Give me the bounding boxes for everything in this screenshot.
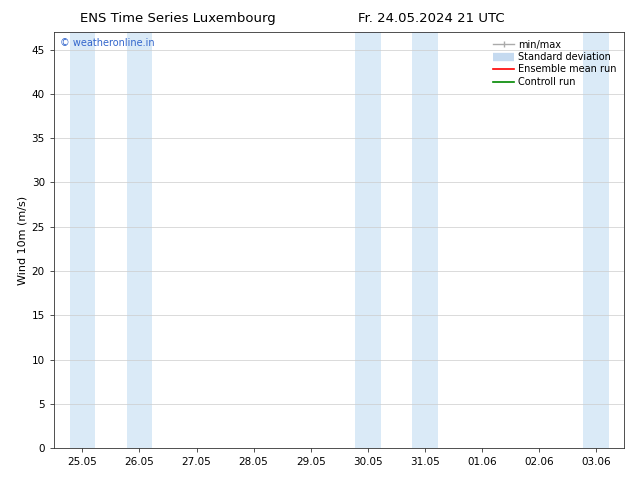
Text: ENS Time Series Luxembourg: ENS Time Series Luxembourg [80,12,275,25]
Text: Fr. 24.05.2024 21 UTC: Fr. 24.05.2024 21 UTC [358,12,505,25]
Bar [70,32,95,448]
Bar [127,32,152,448]
Text: © weatheronline.in: © weatheronline.in [60,38,154,48]
Bar [583,32,609,448]
Y-axis label: Wind 10m (m/s): Wind 10m (m/s) [18,196,27,285]
Bar [412,32,437,448]
Legend: min/max, Standard deviation, Ensemble mean run, Controll run: min/max, Standard deviation, Ensemble me… [490,37,619,90]
Bar [355,32,380,448]
